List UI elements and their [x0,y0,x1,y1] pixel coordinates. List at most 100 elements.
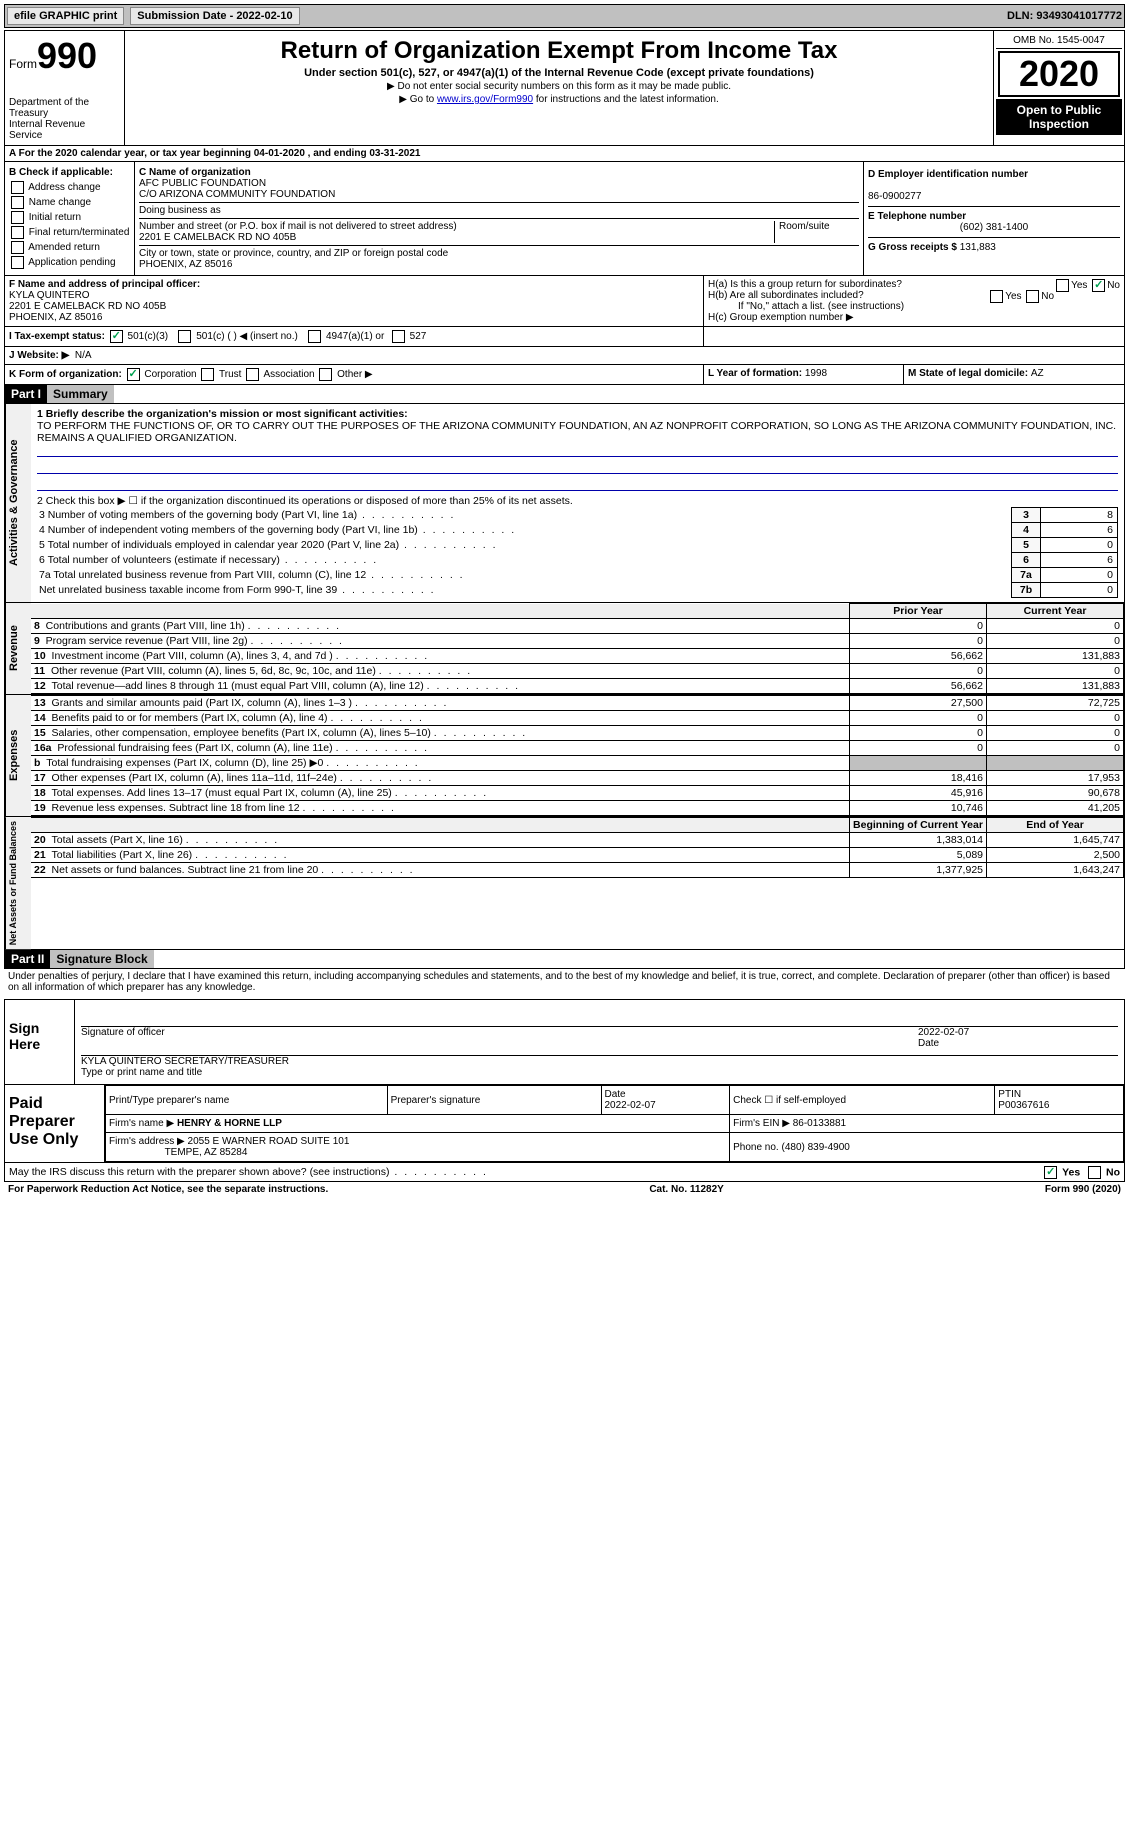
fin-cy-15: 0 [987,726,1124,741]
governance-section: Activities & Governance 1 Briefly descri… [4,404,1125,603]
expenses-section: Expenses 13 Grants and similar amounts p… [4,695,1125,817]
cb-address[interactable] [11,181,24,194]
info-grid: B Check if applicable: Address change Na… [4,162,1125,276]
cb-ha-no[interactable] [1092,279,1105,292]
ha-yes: Yes [1071,280,1087,291]
revenue-side-label: Revenue [5,603,31,694]
top-bar: efile GRAPHIC print Submission Date - 20… [4,4,1125,28]
cb-527[interactable] [392,330,405,343]
cb-amended[interactable] [11,241,24,254]
signature-block: Sign Here Signature of officer 2022-02-0… [4,999,1125,1085]
cb-pending[interactable] [11,256,24,269]
expenses-table: 13 Grants and similar amounts paid (Part… [31,695,1124,816]
r7a-val: 0 [1041,568,1118,583]
hb-note: If "No," attach a list. (see instruction… [708,301,1120,312]
note-link: ▶ Go to www.irs.gov/Form990 for instruct… [131,94,987,105]
org-type-row: K Form of organization: Corporation Trus… [4,365,1125,385]
opt-501c: 501(c) ( ) ◀ (insert no.) [196,331,298,342]
fin-py-10: 56,662 [850,649,987,664]
fin-line-21: 21 Total liabilities (Part X, line 26) [31,848,850,863]
r4-label: 4 Number of independent voting members o… [37,523,1012,538]
note-ssn: ▶ Do not enter social security numbers o… [131,81,987,92]
fin-py-11: 0 [850,664,987,679]
tax-year-box: 2020 [998,51,1120,97]
fin-py-8: 0 [850,619,987,634]
part2-title: Signature Block [50,950,153,968]
cb-trust[interactable] [201,368,214,381]
net-assets-section: Net Assets or Fund Balances Beginning of… [4,817,1125,950]
cb-other[interactable] [319,368,332,381]
org-street: 2201 E CAMELBACK RD NO 405B [139,232,296,243]
cb-hb-no[interactable] [1026,290,1039,303]
irs-link[interactable]: www.irs.gov/Form990 [437,94,533,105]
ein-value: 86-0900277 [868,191,921,202]
net-table: Beginning of Current YearEnd of Year 20 … [31,817,1124,878]
part1-header-row: Part ISummary [4,385,1125,404]
fin-py-15: 0 [850,726,987,741]
tax-period-line: A For the 2020 calendar year, or tax yea… [4,146,1125,162]
period-begin: 04-01-2020 [254,148,305,159]
org-city: PHOENIX, AZ 85016 [139,259,232,270]
submission-date: Submission Date - 2022-02-10 [130,7,299,25]
fin-line-11: 11 Other revenue (Part VIII, column (A),… [31,664,850,679]
cb-501c3[interactable] [110,330,123,343]
gross-value: 131,883 [960,242,996,253]
hb-no: No [1041,291,1054,302]
note2-suffix: for instructions and the latest informat… [533,94,719,105]
cb-hb-yes[interactable] [990,290,1003,303]
period-a: A For the 2020 calendar year, or tax yea… [9,148,254,159]
fin-py-20: 1,383,014 [850,833,987,848]
cb-ha-yes[interactable] [1056,279,1069,292]
fin-line-14: 14 Benefits paid to or for members (Part… [31,711,850,726]
prep-date: 2022-02-07 [605,1100,656,1111]
part2-label: Part II [5,950,50,968]
expenses-side-label: Expenses [5,695,31,816]
fin-py-12: 56,662 [850,679,987,694]
cb-501c[interactable] [178,330,191,343]
i-label: I Tax-exempt status: [9,331,105,342]
lbl-initial: Initial return [29,212,81,223]
form-subtitle: Under section 501(c), 527, or 4947(a)(1)… [131,67,987,79]
fin-cy-17: 17,953 [987,771,1124,786]
fin-py-17: 18,416 [850,771,987,786]
net-side-label: Net Assets or Fund Balances [5,817,31,949]
r5-val: 0 [1041,538,1118,553]
cb-4947[interactable] [308,330,321,343]
org-name2: C/O ARIZONA COMMUNITY FOUNDATION [139,189,335,200]
footer-mid: Cat. No. 11282Y [649,1184,723,1195]
fin-line-12: 12 Total revenue—add lines 8 through 11 … [31,679,850,694]
fin-cy-14: 0 [987,711,1124,726]
cb-assoc[interactable] [246,368,259,381]
line2-text: 2 Check this box ▶ ☐ if the organization… [37,495,1118,507]
c-label: C Name of organization [139,167,251,178]
cb-name[interactable] [11,196,24,209]
part2-header-row: Part IISignature Block [4,950,1125,969]
lbl-name: Name change [29,197,91,208]
cb-discuss-yes[interactable] [1044,1166,1057,1179]
fin-line-17: 17 Other expenses (Part IX, column (A), … [31,771,850,786]
sig-date-label: Date [918,1038,939,1049]
phone-value: (602) 381-1400 [868,222,1120,233]
efile-button[interactable]: efile GRAPHIC print [7,7,124,25]
cb-initial[interactable] [11,211,24,224]
prep-ptin: P00367616 [998,1100,1049,1111]
r3-label: 3 Number of voting members of the govern… [37,508,1012,523]
prep-h1: Print/Type preparer's name [106,1086,388,1115]
prior-year-header: Prior Year [850,604,987,619]
fin-cy-22: 1,643,247 [987,863,1124,878]
j-label: J Website: ▶ [9,350,69,361]
dept-label: Department of the Treasury Internal Reve… [9,97,120,141]
discuss-text: May the IRS discuss this return with the… [9,1166,488,1178]
cb-corp[interactable] [127,368,140,381]
cb-discuss-no[interactable] [1088,1166,1101,1179]
fin-line-8: 8 Contributions and grants (Part VIII, l… [31,619,850,634]
fin-py-16a: 0 [850,741,987,756]
firm-name: HENRY & HORNE LLP [177,1118,282,1129]
cb-final[interactable] [11,226,24,239]
fin-py-21: 5,089 [850,848,987,863]
officer-addr2: PHOENIX, AZ 85016 [9,312,102,323]
officer-print-name: KYLA QUINTERO SECRETARY/TREASURER [81,1056,289,1067]
website-row: J Website: ▶ N/A [4,347,1125,365]
footer: For Paperwork Reduction Act Notice, see … [4,1182,1125,1197]
fin-line-10: 10 Investment income (Part VIII, column … [31,649,850,664]
